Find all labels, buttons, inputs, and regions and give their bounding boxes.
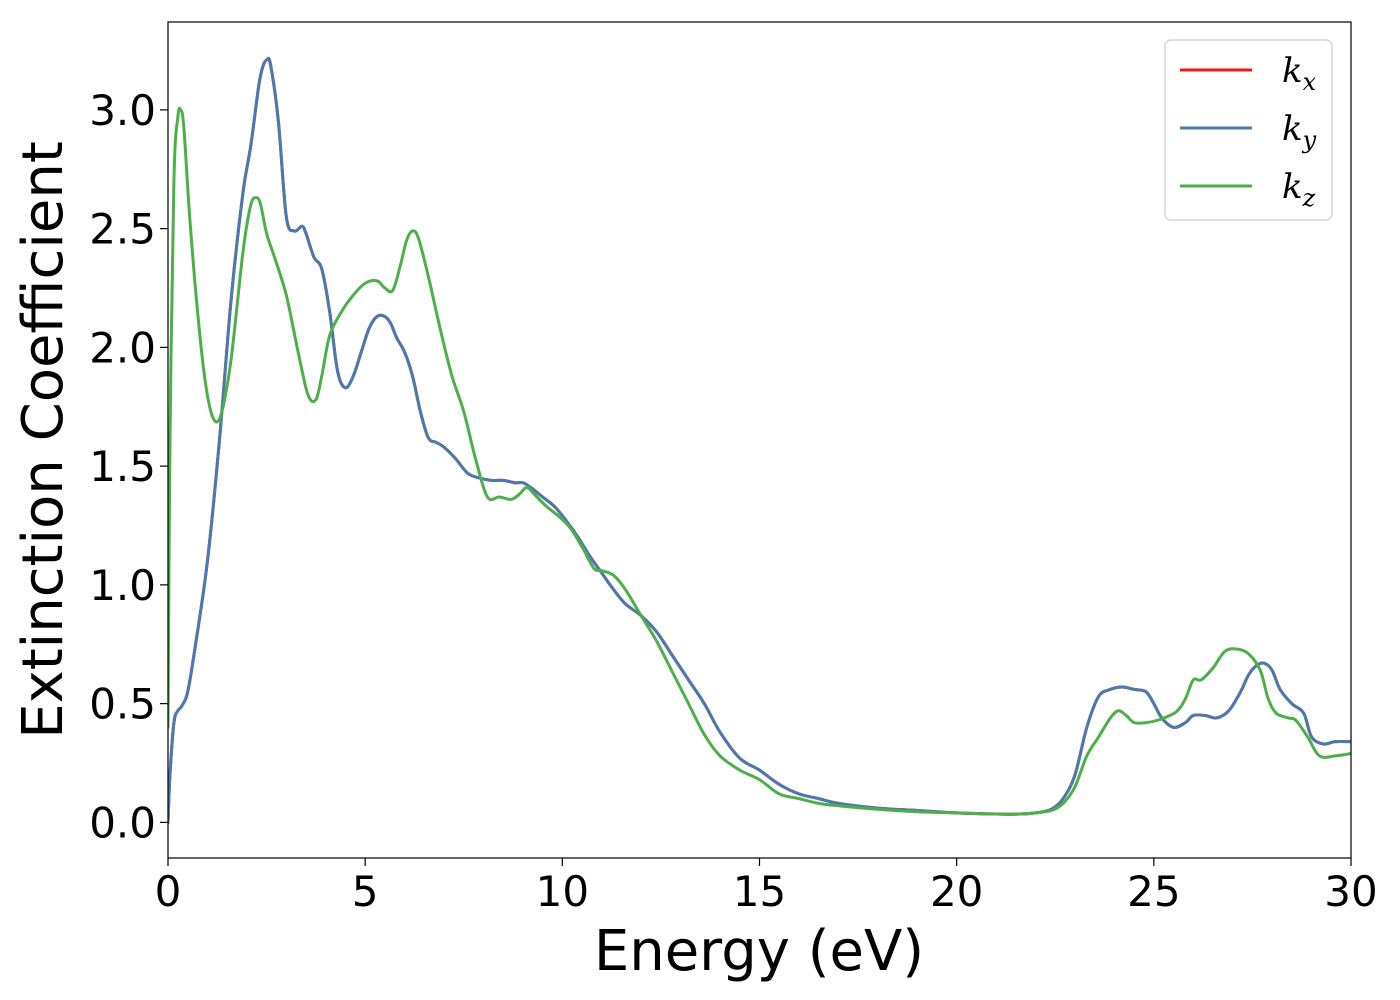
x-axis: 0 5 10 15 20 25 30: [155, 858, 1378, 916]
x-tick-label: 0: [155, 867, 182, 916]
x-tick-label: 5: [352, 867, 379, 916]
y-axis-label: Extinction Coefficient: [11, 141, 76, 739]
y-tick-label: 0.0: [89, 798, 156, 847]
y-tick-label: 1.5: [89, 442, 156, 491]
y-tick-label: 2.0: [89, 323, 156, 372]
x-tick-label: 30: [1324, 867, 1377, 916]
x-tick-label: 25: [1127, 867, 1180, 916]
x-tick-label: 20: [930, 867, 983, 916]
series-layer: [168, 56, 1351, 824]
y-tick-label: 1.0: [89, 561, 156, 610]
y-tick-label: 2.5: [89, 205, 156, 254]
x-tick-label: 15: [733, 867, 786, 916]
series-line-kz: [168, 106, 1351, 816]
y-axis: 0.0 0.5 1.0 1.5 2.0 2.5 3.0: [89, 86, 168, 847]
x-axis-label: Energy (eV): [594, 919, 924, 984]
y-tick-label: 0.5: [89, 680, 156, 729]
y-tick-label: 3.0: [89, 86, 156, 135]
legend-box: [1164, 39, 1333, 221]
x-tick-label: 10: [536, 867, 589, 916]
